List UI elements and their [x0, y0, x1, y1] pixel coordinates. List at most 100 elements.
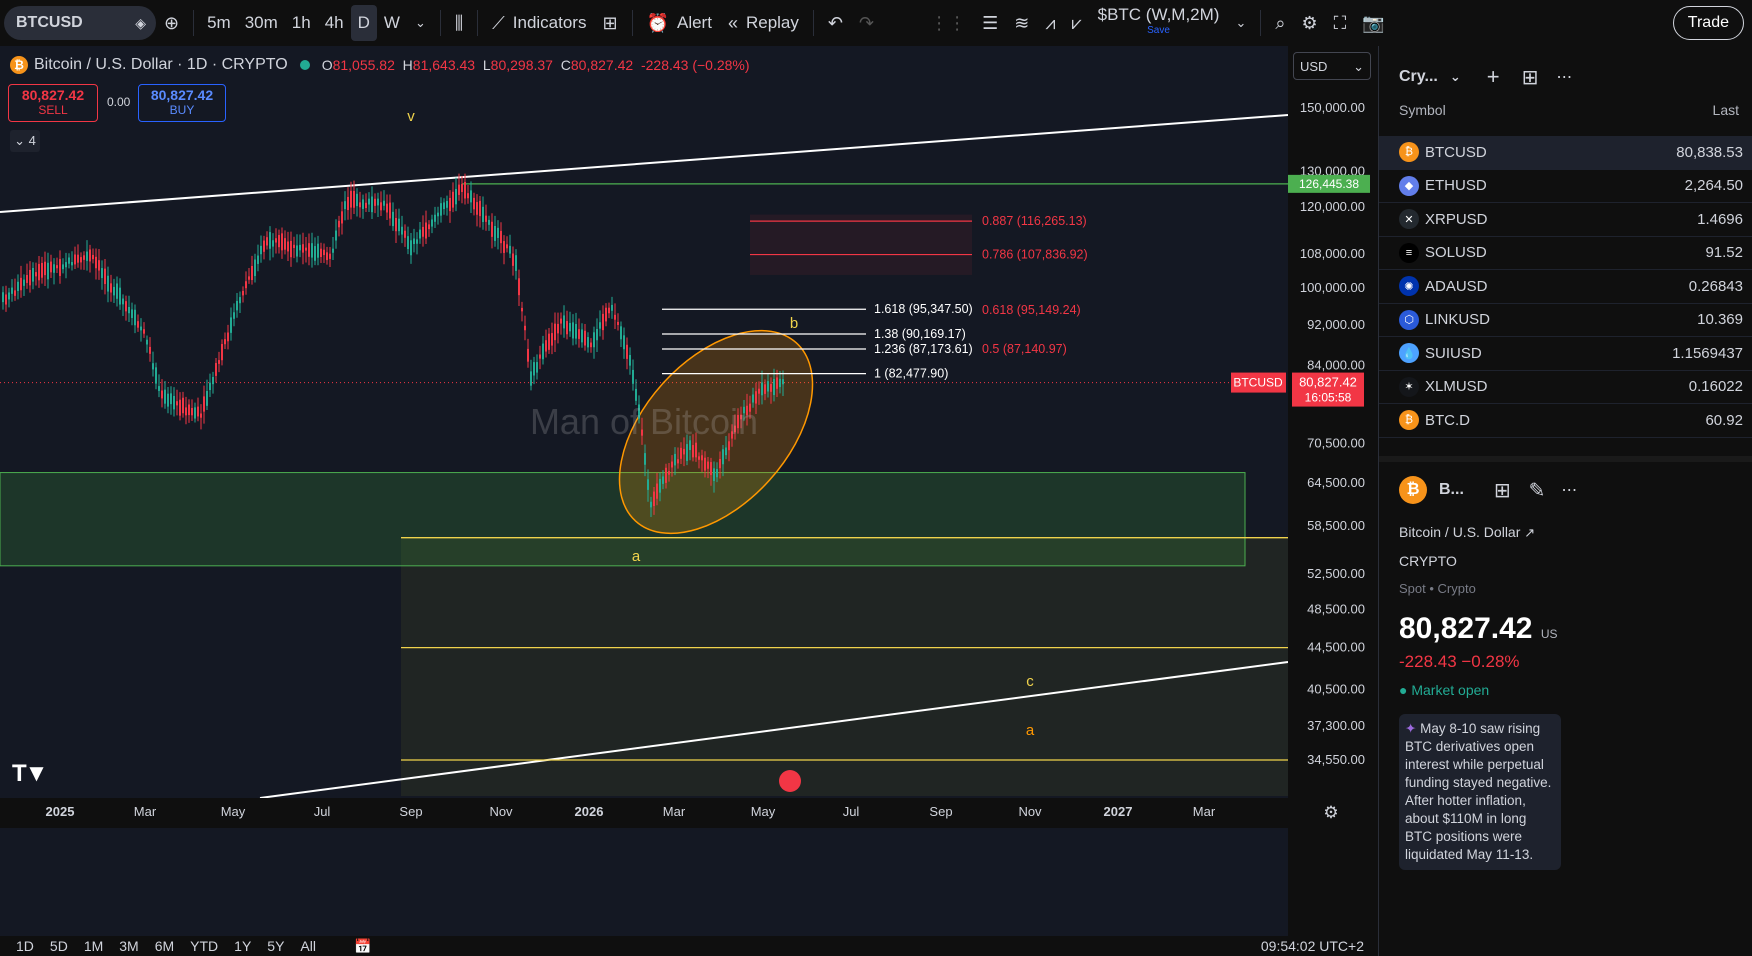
diamond-icon[interactable]: ◈: [135, 14, 146, 31]
candle: [734, 425, 736, 433]
watchlist-row[interactable]: ₿ BTCUSD 80,838.53: [1379, 136, 1752, 170]
watchlist-last: 91.52: [1705, 244, 1743, 262]
timeframe-d[interactable]: D: [350, 5, 377, 41]
add-symbol-icon[interactable]: +: [1486, 64, 1500, 89]
wave-tool-button[interactable]: ⩘: [1037, 0, 1063, 46]
candle: [434, 214, 436, 222]
candle: [689, 440, 691, 451]
range-ytd[interactable]: YTD: [190, 938, 219, 954]
snapshot-button[interactable]: 📷: [1354, 0, 1392, 46]
range-1d[interactable]: 1D: [16, 938, 34, 954]
watchlist-row[interactable]: ⬡ LINKUSD 10.369: [1379, 304, 1752, 337]
collapse-indicators-button[interactable]: ⌄ 4: [10, 130, 40, 152]
watchlist-last: 2,264.50: [1684, 177, 1743, 195]
news-summary[interactable]: ✦ May 8-10 saw rising BTC derivatives op…: [1399, 714, 1561, 870]
edit-icon[interactable]: ✎: [1528, 479, 1546, 502]
trade-button[interactable]: Trade: [1672, 6, 1744, 40]
column-symbol[interactable]: Symbol: [1399, 102, 1446, 118]
watermark: Man of Bitcoin: [530, 401, 758, 442]
undo-button[interactable]: ↶: [820, 0, 851, 46]
range-3m[interactable]: 3M: [119, 938, 139, 954]
add-symbol-button[interactable]: ⊕: [156, 0, 187, 46]
chart-canvas[interactable]: 0.887 (116,265.13) 0.786 (107,836.92) 1.61…: [0, 46, 1378, 936]
more-icon[interactable]: ⋯: [1561, 482, 1578, 499]
settings-button[interactable]: ⚙: [1293, 0, 1325, 46]
chevron-down-icon[interactable]: ⌄: [1449, 69, 1461, 84]
candle: [227, 332, 229, 342]
watchlist-row[interactable]: ✺ ADAUSD 0.26843: [1379, 270, 1752, 304]
more-icon[interactable]: ⋯: [1556, 69, 1573, 86]
replay-button[interactable]: « Replay: [720, 0, 807, 46]
abc-wave-tool-button[interactable]: ⩗: [1063, 0, 1089, 46]
indicators-button[interactable]: ⟋ Indicators: [484, 0, 594, 46]
range-1y[interactable]: 1Y: [234, 938, 252, 954]
time-tick: 2025: [46, 804, 75, 819]
fib-label: 1.618 (95,347.50): [874, 302, 973, 316]
sell-button[interactable]: 80,827.42 SELL: [8, 84, 98, 122]
watchlist-symbol: SOLUSD: [1425, 244, 1487, 262]
channel-tool-button[interactable]: ≋: [1006, 0, 1037, 46]
watchlist-row[interactable]: ✕ XRPUSD 1.4696: [1379, 203, 1752, 237]
watchlist-row[interactable]: ◆ ETHUSD 2,264.50: [1379, 170, 1752, 203]
fullscreen-button[interactable]: ⛶: [1326, 0, 1355, 46]
candle: [332, 248, 334, 253]
grid-icon[interactable]: ⊞: [1493, 479, 1511, 502]
timeframe-5m[interactable]: 5m: [207, 13, 231, 32]
watchlist-row[interactable]: ✶ XLMUSD 0.16022: [1379, 371, 1752, 404]
range-6m[interactable]: 6M: [154, 938, 175, 954]
templates-button[interactable]: ⊞: [594, 0, 625, 46]
range-5y[interactable]: 5Y: [267, 938, 285, 954]
watchlist-row[interactable]: ≡ SOLUSD 91.52: [1379, 237, 1752, 270]
table-icon[interactable]: ⊞: [1521, 66, 1539, 89]
candle: [287, 241, 289, 252]
drag-handle[interactable]: ⋮⋮: [922, 0, 974, 46]
external-link-icon[interactable]: ↗: [1524, 525, 1536, 540]
candle: [143, 329, 145, 334]
timeframe-30m[interactable]: 30m: [244, 13, 278, 32]
price-tick: 120,000.00: [1300, 199, 1365, 214]
timeframe-dropdown[interactable]: ⌄: [407, 0, 434, 46]
candle: [563, 315, 565, 329]
candle: [179, 399, 181, 416]
watchlist-columns: Symbol Last: [1379, 102, 1752, 118]
watchlist-title[interactable]: Cry...: [1399, 68, 1438, 85]
watchlist-row[interactable]: ₿ BTC.D 60.92: [1379, 404, 1752, 438]
candle: [188, 404, 190, 416]
candle: [350, 190, 352, 208]
watchlist-row[interactable]: 💧 SUIUSD 1.1569437: [1379, 337, 1752, 371]
layout-dropdown[interactable]: ⌄: [1227, 0, 1254, 46]
candle: [698, 456, 700, 460]
quick-search-button[interactable]: ⌕: [1267, 0, 1293, 46]
timeframe-1h[interactable]: 1h: [291, 13, 311, 32]
range-all[interactable]: All: [300, 938, 316, 954]
coin-icon: ✶: [1399, 376, 1419, 397]
buy-button[interactable]: 80,827.42 BUY: [138, 84, 226, 122]
price-axis: [1288, 46, 1378, 936]
range-1m[interactable]: 1M: [83, 938, 104, 954]
chart-type-button[interactable]: ⫼: [447, 0, 471, 46]
axis-settings-icon[interactable]: ⚙: [1323, 803, 1338, 822]
currency-select[interactable]: USD ⌄: [1293, 52, 1371, 80]
alert-button[interactable]: ⏰ Alert: [639, 0, 720, 46]
candle: [740, 414, 742, 420]
tradingview-logo[interactable]: T▼: [12, 760, 48, 787]
candle: [701, 455, 703, 461]
divider: [631, 10, 633, 36]
range-5d[interactable]: 5D: [49, 938, 68, 954]
timeframe-4h[interactable]: 4h: [324, 13, 344, 32]
chart-pane[interactable]: 0.887 (116,265.13) 0.786 (107,836.92) 1.61…: [0, 46, 1378, 936]
fib-label: 0.887 (116,265.13): [982, 214, 1087, 228]
redo-button[interactable]: ↷: [851, 0, 882, 46]
clock[interactable]: 09:54:02 UTC+2: [1260, 938, 1364, 954]
layout-button[interactable]: $BTC (W,M,2M) Save: [1090, 0, 1228, 46]
watchlist-last: 0.16022: [1688, 378, 1743, 396]
column-last[interactable]: Last: [1712, 102, 1739, 118]
candle: [308, 243, 310, 257]
timeframe-w[interactable]: W: [383, 13, 400, 32]
candle: [299, 244, 301, 251]
details-symbol[interactable]: B...: [1439, 481, 1464, 498]
candle: [233, 312, 235, 319]
symbol-search-button[interactable]: BTCUSD ◈: [4, 6, 156, 40]
date-range-icon[interactable]: 📅: [353, 937, 372, 954]
fib-tool-button[interactable]: ☰: [974, 0, 1006, 46]
